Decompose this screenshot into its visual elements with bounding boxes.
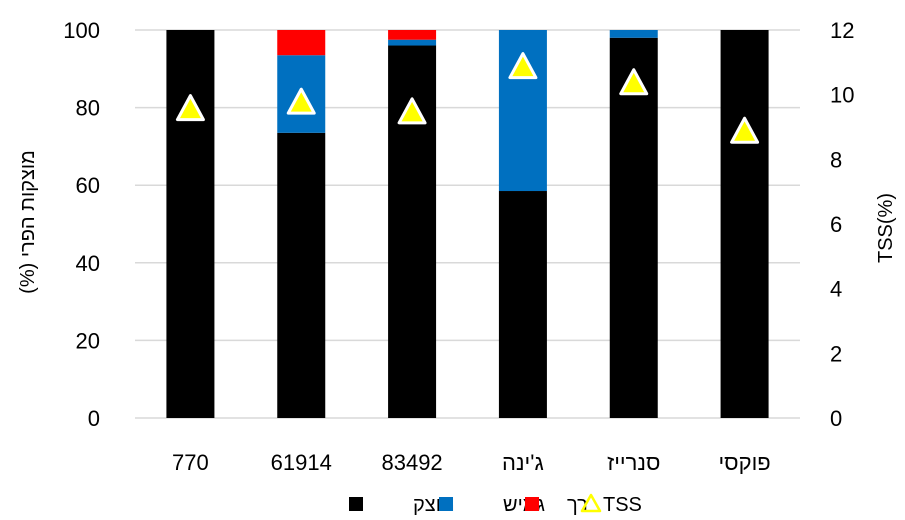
legend: מוצק גמיש רך TSS [349, 493, 642, 516]
bar-segment [498, 191, 547, 418]
tss-marker [286, 87, 316, 115]
y2-tick-label: 4 [830, 277, 842, 302]
tss-marker [175, 94, 205, 122]
category-labels: 770 61914 83492 ג'ינה סנרייז פוקסי [172, 450, 771, 475]
bar-segment [609, 30, 658, 38]
bar-segment [388, 39, 437, 46]
bar-segment [609, 37, 658, 418]
category-label: 61914 [271, 450, 332, 475]
bar-segment [720, 30, 769, 418]
legend-triangle [580, 493, 602, 513]
y-tick-label: 80 [76, 96, 100, 121]
bars [166, 30, 769, 419]
y-tick-label: 0 [88, 406, 100, 431]
legend-label: TSS [603, 494, 642, 516]
y-tick-label: 60 [76, 173, 100, 198]
y-tick-label: 20 [76, 328, 100, 353]
category-label: סנרייז [607, 450, 660, 475]
y2-tick-label: 12 [830, 18, 854, 43]
y-tick-label: 100 [63, 18, 100, 43]
right-axis-ticks: 0 2 4 6 8 10 12 [830, 18, 854, 431]
bar-segment [277, 132, 326, 418]
y2-axis-title: TSS(%) [875, 193, 897, 263]
bar-segment [277, 30, 326, 56]
legend-swatch [525, 497, 539, 511]
category-label: 83492 [381, 450, 442, 475]
legend-swatch [349, 497, 363, 511]
y2-tick-label: 8 [830, 147, 842, 172]
left-axis-ticks: 0 20 40 60 80 100 [63, 18, 100, 431]
tss-markers [175, 52, 760, 144]
bar-segment [388, 30, 437, 40]
tss-marker [397, 97, 427, 125]
tss-marker [730, 116, 760, 144]
y2-tick-label: 10 [830, 83, 854, 108]
tss-marker [508, 52, 538, 80]
category-label: 770 [172, 450, 209, 475]
y-tick-label: 40 [76, 251, 100, 276]
tss-marker [619, 68, 649, 96]
y2-tick-label: 6 [830, 212, 842, 237]
y2-tick-label: 2 [830, 341, 842, 366]
bar-segment [166, 30, 215, 418]
gridlines [135, 29, 800, 419]
y-axis-title: מוצקות הפרי (%) [17, 150, 39, 294]
category-label: פוקסי [718, 450, 770, 475]
category-label: ג'ינה [502, 450, 544, 475]
y2-tick-label: 0 [830, 406, 842, 431]
legend-swatch [439, 497, 453, 511]
